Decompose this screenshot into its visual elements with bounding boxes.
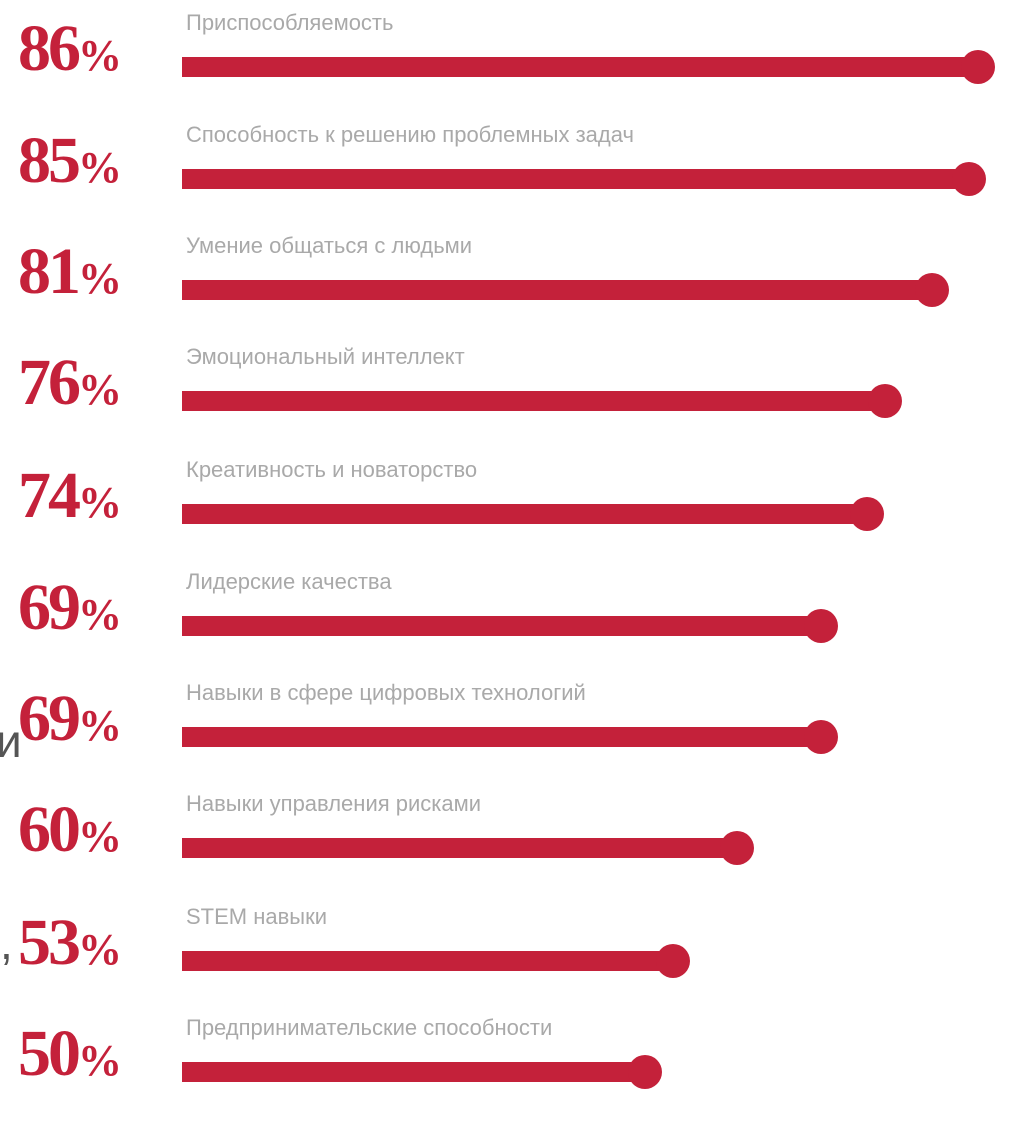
data-label-value: 50% [18,1019,122,1096]
bar [182,951,673,971]
cropped-edge-text: , [0,917,13,969]
chart-row: 69% Навыки в сфере цифровых технологий [0,678,1009,790]
bar-end-dot [803,609,838,643]
chart-row: 53% STEM навыки [0,902,1009,1014]
bar [182,57,978,77]
category-label: Эмоциональный интеллект [186,344,465,369]
category-label: Предпринимательские способности [186,1015,553,1040]
data-label-value: 69% [18,684,122,761]
data-label-value: 60% [18,795,122,872]
bar-end-dot [961,50,995,84]
value-number: 86 [18,12,81,85]
category-label: Навыки в сфере цифровых технологий [186,680,586,705]
category-label: Способность к решению проблемных задач [186,122,634,147]
percent-sign: % [78,925,122,974]
percent-sign: % [78,812,122,861]
bar [182,280,932,300]
percent-sign: % [78,143,122,192]
skills-bar-chart: 86% Приспособляемость 85% Способность к реш… [0,8,1009,1089]
data-label-value: 81% [18,237,122,314]
bar [182,504,867,524]
percent-sign: % [78,31,122,80]
bar-end-dot [849,497,884,531]
chart-row: 76% Эмоциональный интеллект [0,342,1009,454]
value-number: 69 [18,571,81,644]
value-number: 60 [18,793,81,866]
bar-end-dot [914,273,949,307]
bar [182,1062,645,1082]
value-number: 74 [18,459,81,532]
category-label: Креативность и новаторство [186,457,478,482]
data-label-value: 85% [18,126,122,203]
value-number: 76 [18,346,81,419]
bar [182,169,969,189]
bar [182,838,738,858]
chart-row: 85% Способность к решению проблемных зада… [0,120,1009,232]
chart-row: 50% Предпринимательские способности [0,1013,1009,1125]
bar [182,391,886,411]
bar-end-dot [627,1055,662,1089]
bar-end-dot [868,384,903,418]
chart-row: 60% Навыки управления рисками [0,789,1009,901]
category-label: Умение общаться с людьми [186,233,473,258]
percent-sign: % [78,365,122,414]
bar [182,616,821,636]
percent-sign: % [78,254,122,303]
value-number: 81 [18,235,81,308]
value-number: 50 [18,1017,81,1090]
bar-end-dot [655,944,690,978]
chart-row: 74% Креативность и новаторство [0,455,1009,567]
data-label-value: 86% [18,14,122,91]
data-label-value: 74% [18,461,122,538]
category-label: Навыки управления рисками [186,791,482,816]
chart-row: 86% Приспособляемость [0,8,1009,120]
data-label-value: 69% [18,573,122,650]
percent-sign: % [78,478,122,527]
percent-sign: % [78,701,122,750]
bar-end-dot [803,720,838,754]
percent-sign: % [78,1036,122,1085]
value-number: 85 [18,124,81,197]
bar [182,727,821,747]
cropped-edge-text: и [0,715,22,767]
chart-row: 69% Лидерские качества [0,567,1009,679]
category-label: Лидерские качества [186,569,392,594]
value-number: 69 [18,682,81,755]
category-label: Приспособляемость [186,10,394,35]
bar-end-dot [951,162,986,196]
bar-end-dot [720,831,755,865]
data-label-value: 53% [18,908,122,985]
data-label-value: 76% [18,348,122,425]
chart-row: 81% Умение общаться с людьми [0,231,1009,343]
category-label: STEM навыки [186,904,328,929]
value-number: 53 [18,906,81,979]
percent-sign: % [78,590,122,639]
